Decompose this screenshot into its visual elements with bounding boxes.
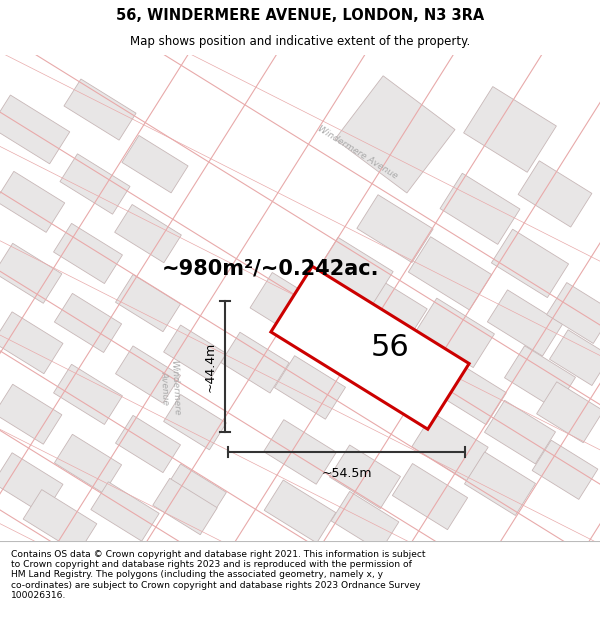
Polygon shape: [91, 482, 159, 541]
Polygon shape: [518, 161, 592, 227]
Polygon shape: [440, 173, 520, 244]
Polygon shape: [392, 464, 467, 529]
Text: Map shows position and indicative extent of the property.: Map shows position and indicative extent…: [130, 35, 470, 48]
Text: Contains OS data © Crown copyright and database right 2021. This information is : Contains OS data © Crown copyright and d…: [11, 549, 425, 600]
Polygon shape: [271, 266, 469, 429]
Polygon shape: [0, 452, 63, 514]
Polygon shape: [550, 330, 600, 386]
Text: ~54.5m: ~54.5m: [321, 467, 372, 480]
Text: 56: 56: [371, 333, 409, 362]
Text: Windermere Avenue: Windermere Avenue: [316, 124, 400, 181]
Polygon shape: [487, 290, 563, 356]
Text: ~980m²/~0.242ac.: ~980m²/~0.242ac.: [161, 258, 379, 278]
Polygon shape: [274, 356, 346, 419]
Polygon shape: [532, 440, 598, 499]
Polygon shape: [464, 452, 536, 516]
Polygon shape: [116, 416, 181, 472]
Polygon shape: [329, 445, 401, 509]
Polygon shape: [0, 171, 65, 232]
Polygon shape: [250, 272, 330, 344]
Polygon shape: [357, 195, 433, 262]
Polygon shape: [53, 223, 122, 284]
Polygon shape: [0, 384, 62, 444]
Polygon shape: [536, 382, 600, 442]
Polygon shape: [331, 491, 399, 551]
Polygon shape: [164, 464, 226, 519]
Polygon shape: [0, 95, 70, 164]
Text: 56, WINDERMERE AVENUE, LONDON, N3 3RA: 56, WINDERMERE AVENUE, LONDON, N3 3RA: [116, 8, 484, 23]
Polygon shape: [464, 87, 556, 172]
Polygon shape: [547, 282, 600, 344]
Polygon shape: [335, 76, 455, 193]
Polygon shape: [55, 434, 122, 493]
Polygon shape: [153, 478, 217, 535]
Polygon shape: [353, 275, 427, 341]
Polygon shape: [115, 204, 181, 262]
Polygon shape: [64, 79, 136, 140]
Polygon shape: [23, 489, 97, 553]
Polygon shape: [263, 419, 337, 484]
Polygon shape: [116, 274, 181, 332]
Polygon shape: [317, 238, 393, 305]
Polygon shape: [434, 360, 506, 425]
Polygon shape: [0, 312, 63, 374]
Polygon shape: [53, 364, 122, 424]
Polygon shape: [116, 346, 181, 403]
Polygon shape: [409, 237, 491, 310]
Polygon shape: [122, 136, 188, 193]
Polygon shape: [221, 332, 289, 393]
Polygon shape: [0, 243, 62, 303]
Text: Windermere
Avenue: Windermere Avenue: [159, 359, 181, 416]
Polygon shape: [60, 154, 130, 214]
Polygon shape: [491, 229, 569, 298]
Polygon shape: [164, 325, 226, 381]
Polygon shape: [55, 293, 122, 352]
Text: ~44.4m: ~44.4m: [204, 341, 217, 392]
Polygon shape: [505, 346, 575, 409]
Polygon shape: [484, 401, 556, 464]
Polygon shape: [164, 394, 226, 450]
Polygon shape: [412, 413, 488, 481]
Polygon shape: [416, 298, 494, 368]
Polygon shape: [264, 480, 336, 543]
